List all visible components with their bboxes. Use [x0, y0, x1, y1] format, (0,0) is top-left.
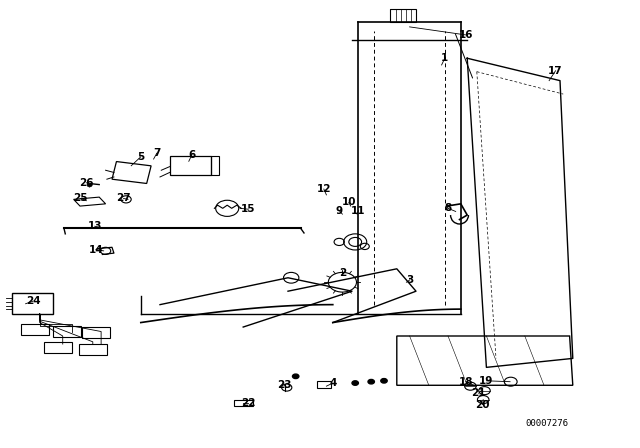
Text: 12: 12 — [317, 184, 331, 194]
Bar — [12, 293, 53, 314]
Text: 20: 20 — [476, 400, 490, 409]
Text: 25: 25 — [74, 194, 88, 203]
Text: 5: 5 — [137, 152, 145, 162]
Bar — [211, 156, 219, 175]
Circle shape — [292, 374, 299, 379]
Bar — [112, 162, 151, 184]
Text: 15: 15 — [241, 204, 255, 214]
Text: 4: 4 — [329, 378, 337, 388]
Text: 27: 27 — [116, 194, 131, 203]
Bar — [79, 344, 107, 355]
Text: 13: 13 — [88, 221, 102, 231]
Bar — [82, 327, 110, 338]
Circle shape — [381, 379, 387, 383]
Circle shape — [352, 381, 358, 385]
Text: 19: 19 — [479, 376, 493, 386]
Text: 00007276: 00007276 — [525, 419, 569, 428]
Text: 9: 9 — [335, 206, 343, 215]
Text: 3: 3 — [406, 275, 413, 285]
Bar — [234, 400, 253, 406]
Text: 21: 21 — [472, 388, 486, 398]
Text: 8: 8 — [444, 203, 452, 213]
Text: 22: 22 — [241, 398, 255, 408]
Bar — [317, 381, 331, 388]
Circle shape — [368, 379, 374, 384]
Bar — [44, 342, 72, 353]
Text: 24: 24 — [26, 296, 40, 306]
Text: 10: 10 — [342, 198, 356, 207]
Text: 18: 18 — [459, 377, 473, 387]
Text: 11: 11 — [351, 206, 365, 215]
Text: 1: 1 — [441, 53, 449, 63]
Text: 26: 26 — [79, 178, 93, 188]
Text: 2: 2 — [339, 268, 346, 278]
Text: 16: 16 — [459, 30, 473, 40]
Bar — [170, 156, 211, 175]
Text: 7: 7 — [153, 148, 161, 158]
Circle shape — [87, 183, 92, 187]
Bar — [390, 9, 416, 22]
Bar — [53, 326, 81, 337]
Text: 6: 6 — [188, 150, 196, 159]
Text: 14: 14 — [89, 245, 103, 254]
Bar — [21, 324, 49, 335]
Text: 17: 17 — [548, 66, 563, 76]
Text: 23: 23 — [277, 380, 291, 390]
